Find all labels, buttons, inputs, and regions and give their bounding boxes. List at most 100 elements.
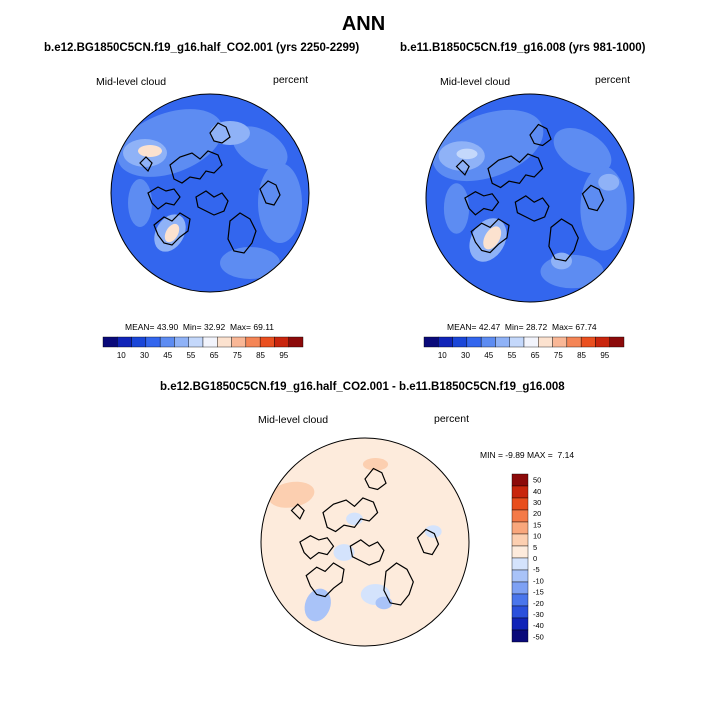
- colorbar-tick-label: -30: [533, 610, 544, 619]
- colorbar-tick-label: -5: [533, 565, 540, 574]
- panel1-mean-label: MEAN=: [125, 322, 155, 332]
- colorbar-swatch: [423, 336, 439, 348]
- colorbar-tick-label: 45: [484, 351, 493, 360]
- coastline: [299, 535, 335, 560]
- colorbar-tick-label: 50: [533, 476, 541, 485]
- colorbar-swatch: [566, 336, 582, 348]
- panel1-case-title: b.e12.BG1850C5CN.f19_g16.half_CO2.001 (y…: [44, 42, 360, 54]
- coastline: [305, 562, 345, 598]
- colorbar-swatch: [259, 336, 275, 348]
- colorbar-swatch: [288, 336, 304, 348]
- coastline: [455, 159, 470, 176]
- map-contour-region: [456, 148, 478, 160]
- panel1-max-value: 69.11: [253, 322, 275, 332]
- colorbar-tick-label: 20: [533, 509, 541, 518]
- colorbar-swatch: [217, 336, 232, 348]
- colorbar-swatch: [511, 569, 529, 583]
- colorbar-tick-label: 85: [256, 351, 265, 360]
- colorbar-swatch: [511, 473, 529, 487]
- colorbar-swatch: [609, 336, 625, 348]
- colorbar-tick-label: -20: [533, 599, 544, 608]
- colorbar-swatch: [538, 336, 553, 348]
- panel1-units-label: percent: [273, 74, 309, 86]
- colorbar-swatch: [188, 336, 204, 348]
- coastline: [416, 528, 440, 556]
- map-field: [111, 94, 309, 292]
- colorbar-tick-label: 5: [533, 543, 537, 552]
- colorbar-tick-label: 65: [210, 351, 219, 360]
- diff-case-title: b.e12.BG1850C5CN.f19_g16.half_CO2.001 - …: [160, 381, 565, 393]
- colorbar-tick-label: 10: [533, 532, 541, 541]
- colorbar-swatch: [231, 336, 247, 348]
- colorbar-swatch: [245, 336, 261, 348]
- colorbar-tick-label: 65: [531, 351, 540, 360]
- colorbar-tick-label: 10: [117, 351, 126, 360]
- colorbar-swatch: [511, 521, 529, 535]
- colorbar-swatch: [580, 336, 596, 348]
- coastline: [209, 122, 231, 144]
- coastline: [464, 191, 500, 216]
- colorbar-swatch: [511, 593, 529, 607]
- colorbar-tick-label: 10: [438, 351, 447, 360]
- coastline: [259, 180, 281, 206]
- coastline-group: [139, 122, 281, 254]
- panel1-min-value: 32.92: [203, 322, 226, 332]
- panel2-colorbar: 10 30 45 55 65 75 85 95: [423, 336, 625, 360]
- map-contour-region: [268, 481, 315, 508]
- map-contour-region: [220, 247, 280, 279]
- colorbar-swatch: [511, 605, 529, 619]
- diff-min-label: MIN =: [480, 450, 503, 460]
- map-contour-region: [598, 173, 620, 191]
- panel1-colorbar: 10 30 45 55 65 75 85 95: [102, 336, 304, 360]
- colorbar-swatch: [511, 533, 529, 547]
- colorbar-swatch: [511, 485, 529, 499]
- map-contour-region: [210, 121, 250, 145]
- coastline: [227, 212, 257, 254]
- map-contour-region: [540, 254, 604, 289]
- colorbar-swatch: [552, 336, 568, 348]
- colorbar-tick-label: -15: [533, 588, 544, 597]
- colorbar-tick-label: 30: [140, 351, 149, 360]
- colorbar-tick-label: 95: [279, 351, 288, 360]
- coastline: [322, 497, 379, 533]
- coastline-group: [455, 123, 605, 262]
- coastline: [548, 218, 579, 262]
- colorbar-tick-label: 75: [554, 351, 563, 360]
- coastline: [487, 153, 544, 189]
- panel2-mean-value: 42.47: [478, 322, 501, 332]
- panel1-stats: MEAN= 43.90 Min= 32.92 Max= 69.11: [125, 322, 274, 332]
- colorbar-swatch: [438, 336, 453, 348]
- coastline: [383, 562, 414, 606]
- colorbar-tick-label: 0: [533, 554, 537, 563]
- map-contour-region: [443, 183, 470, 234]
- colorbar-swatch: [595, 336, 610, 348]
- colorbar-tick-label: 30: [461, 351, 470, 360]
- colorbar-swatch: [274, 336, 289, 348]
- colorbar-swatch: [511, 557, 529, 571]
- colorbar-swatch: [523, 336, 539, 348]
- colorbar-swatch: [159, 336, 175, 348]
- coastline: [195, 190, 229, 216]
- colorbar-swatch: [511, 497, 529, 511]
- colorbar-swatch: [511, 509, 529, 523]
- diff-min-value: -9.89: [505, 450, 525, 460]
- colorbar-tick-label: 55: [186, 351, 195, 360]
- colorbar-swatch: [511, 581, 529, 595]
- colorbar-tick-label: 75: [233, 351, 242, 360]
- diff-max-value: 7.14: [557, 450, 575, 460]
- colorbar-tick-label: 30: [533, 498, 541, 507]
- colorbar-tick-label: 45: [163, 351, 172, 360]
- diff-stats: MIN = -9.89 MAX = 7.14: [480, 450, 574, 460]
- colorbar-swatch: [145, 336, 161, 348]
- map-contour-region: [128, 179, 152, 227]
- map-field: [261, 438, 469, 646]
- colorbar-swatch: [495, 336, 510, 348]
- colorbar-tick-label: 15: [533, 520, 541, 529]
- map-contour-region: [362, 458, 389, 471]
- colorbar-swatch: [511, 545, 529, 559]
- map-contour-region: [424, 525, 442, 538]
- map-contour-region: [138, 145, 162, 157]
- coastline: [153, 212, 191, 246]
- map-contour-region: [164, 223, 180, 243]
